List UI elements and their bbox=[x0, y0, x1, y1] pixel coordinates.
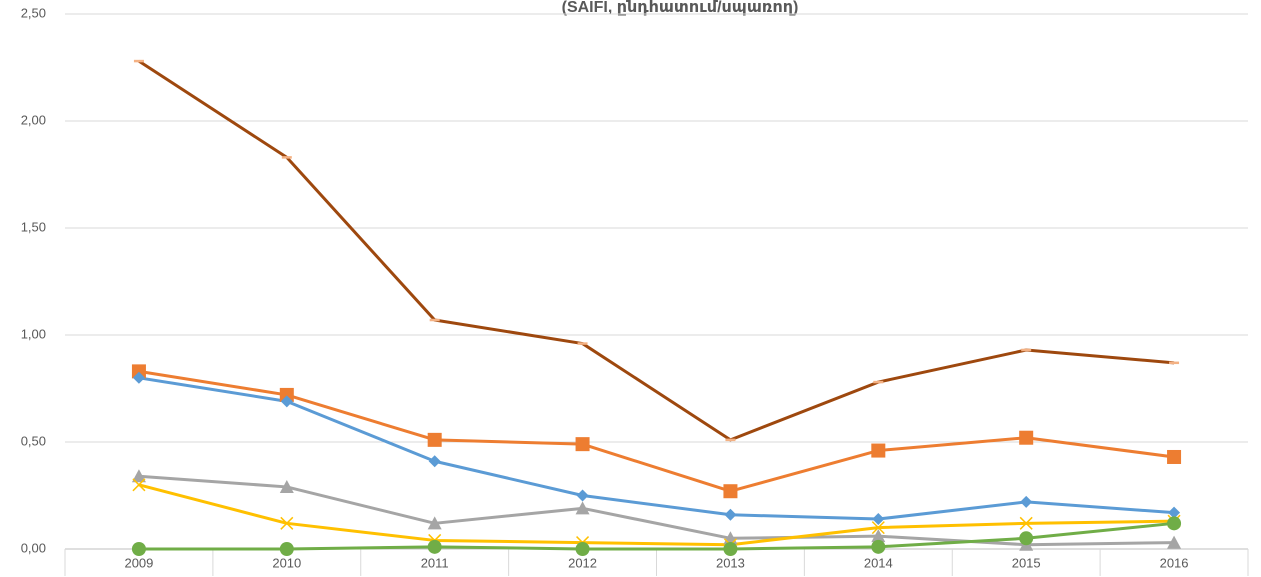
marker bbox=[428, 455, 441, 468]
marker bbox=[575, 542, 590, 556]
series-line bbox=[138, 376, 1175, 521]
x-tick-label: 2014 bbox=[864, 555, 893, 570]
series-line bbox=[138, 474, 1175, 547]
y-tick-label: 0,00 bbox=[21, 540, 46, 555]
marker bbox=[279, 479, 294, 493]
marker bbox=[871, 539, 886, 554]
y-tick-label: 0,50 bbox=[21, 433, 46, 448]
x-tick-label: 2012 bbox=[568, 555, 597, 570]
y-tick-label: 1,50 bbox=[21, 219, 46, 234]
marker bbox=[1167, 449, 1182, 464]
x-tick-label: 2011 bbox=[421, 555, 449, 570]
marker bbox=[131, 364, 146, 379]
marker bbox=[724, 508, 737, 521]
marker bbox=[132, 478, 146, 492]
marker bbox=[871, 521, 885, 535]
marker bbox=[427, 539, 442, 554]
marker bbox=[576, 489, 589, 502]
marker bbox=[871, 443, 886, 458]
y-tick-label: 2,00 bbox=[21, 112, 46, 127]
marker bbox=[871, 529, 886, 543]
marker bbox=[279, 387, 294, 402]
marker bbox=[427, 432, 442, 447]
marker bbox=[131, 542, 146, 556]
marker bbox=[132, 371, 145, 384]
marker bbox=[872, 513, 885, 526]
marker bbox=[575, 501, 590, 515]
x-tick-label: 2015 bbox=[1012, 555, 1041, 570]
marker bbox=[723, 484, 738, 499]
marker bbox=[279, 542, 294, 556]
x-tick-label: 2009 bbox=[124, 555, 153, 570]
marker bbox=[1168, 506, 1181, 519]
marker bbox=[280, 516, 294, 530]
marker bbox=[1019, 531, 1034, 546]
x-tick-label: 2016 bbox=[1160, 555, 1189, 570]
marker bbox=[575, 437, 590, 452]
series-line bbox=[138, 59, 1175, 442]
marker bbox=[131, 469, 146, 483]
marker bbox=[1019, 516, 1033, 530]
x-tick-label: 2010 bbox=[272, 555, 301, 570]
series-line bbox=[138, 483, 1175, 547]
marker bbox=[427, 516, 442, 530]
marker bbox=[1020, 495, 1033, 508]
marker bbox=[280, 395, 293, 408]
marker bbox=[1167, 516, 1182, 531]
marker bbox=[1019, 430, 1034, 445]
series-line bbox=[138, 369, 1175, 493]
y-tick-label: 2,50 bbox=[21, 5, 46, 20]
chart-title: (SAIFI, ընդհատում/սպառող) bbox=[562, 0, 799, 16]
marker bbox=[723, 542, 738, 556]
x-tick-label: 2013 bbox=[716, 555, 745, 570]
y-tick-label: 1,00 bbox=[21, 326, 46, 341]
marker bbox=[1167, 535, 1182, 549]
series-line bbox=[138, 521, 1175, 551]
